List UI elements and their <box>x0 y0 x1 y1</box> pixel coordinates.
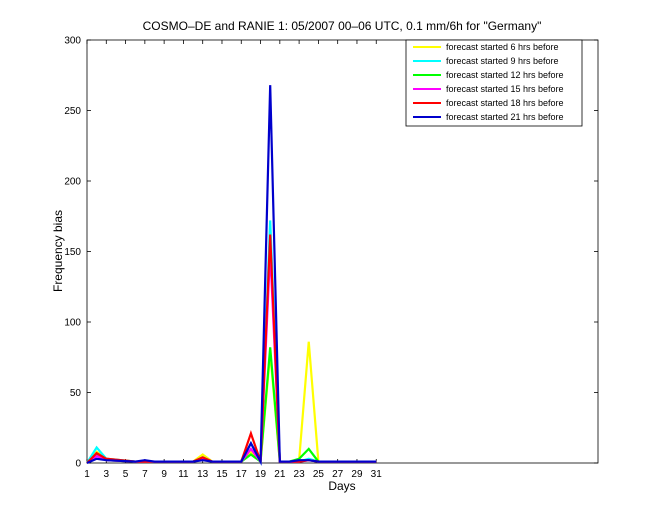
series-line-6 <box>86 85 377 466</box>
x-tick-label: 31 <box>371 469 383 480</box>
y-tick-label: 50 <box>70 388 82 399</box>
legend: forecast started 6 hrs before forecast st… <box>405 39 583 127</box>
y-tick-label: 150 <box>64 247 81 258</box>
legend-label-3: forecast started 12 hrs before <box>446 70 564 80</box>
x-tick-label: 7 <box>142 469 148 480</box>
legend-box <box>405 39 583 127</box>
y-axis-label: Frequency bias <box>51 210 65 292</box>
y-tick-label: 0 <box>75 459 81 470</box>
x-tick-label: 19 <box>255 469 267 480</box>
y-tick-label: 300 <box>64 36 81 47</box>
legend-label-6: forecast started 21 hrs before <box>446 112 564 122</box>
series-lines <box>86 85 377 466</box>
x-axis-label: Days <box>328 479 355 493</box>
x-tick-label: 5 <box>123 469 129 480</box>
legend-label-1: forecast started 6 hrs before <box>446 42 559 52</box>
x-tick-label: 25 <box>313 469 325 480</box>
x-tick-label: 3 <box>104 469 110 480</box>
legend-label-2: forecast started 9 hrs before <box>446 56 559 66</box>
x-tick-label: 13 <box>197 469 209 480</box>
x-tick-label: 1 <box>84 469 90 480</box>
y-tick-label: 200 <box>64 177 81 188</box>
y-axis: 0 50 100 150 200 250 300 <box>64 36 598 470</box>
legend-entries: forecast started 6 hrs before forecast st… <box>413 42 564 122</box>
legend-label-4: forecast started 15 hrs before <box>446 84 564 94</box>
x-tick-label: 11 <box>178 469 189 480</box>
y-tick-label: 250 <box>64 106 81 117</box>
y-tick-label: 100 <box>64 318 81 329</box>
x-tick-label: 27 <box>332 469 344 480</box>
x-tick-label: 23 <box>294 469 306 480</box>
x-tick-label: 17 <box>236 469 248 480</box>
x-tick-label: 9 <box>161 469 167 480</box>
chart-title: COSMO–DE and RANIE 1: 05/2007 00–06 UTC,… <box>143 19 542 33</box>
x-tick-label: 29 <box>351 469 363 480</box>
x-tick-label: 21 <box>274 469 286 480</box>
x-tick-label: 15 <box>216 469 228 480</box>
legend-label-5: forecast started 18 hrs before <box>446 98 564 108</box>
